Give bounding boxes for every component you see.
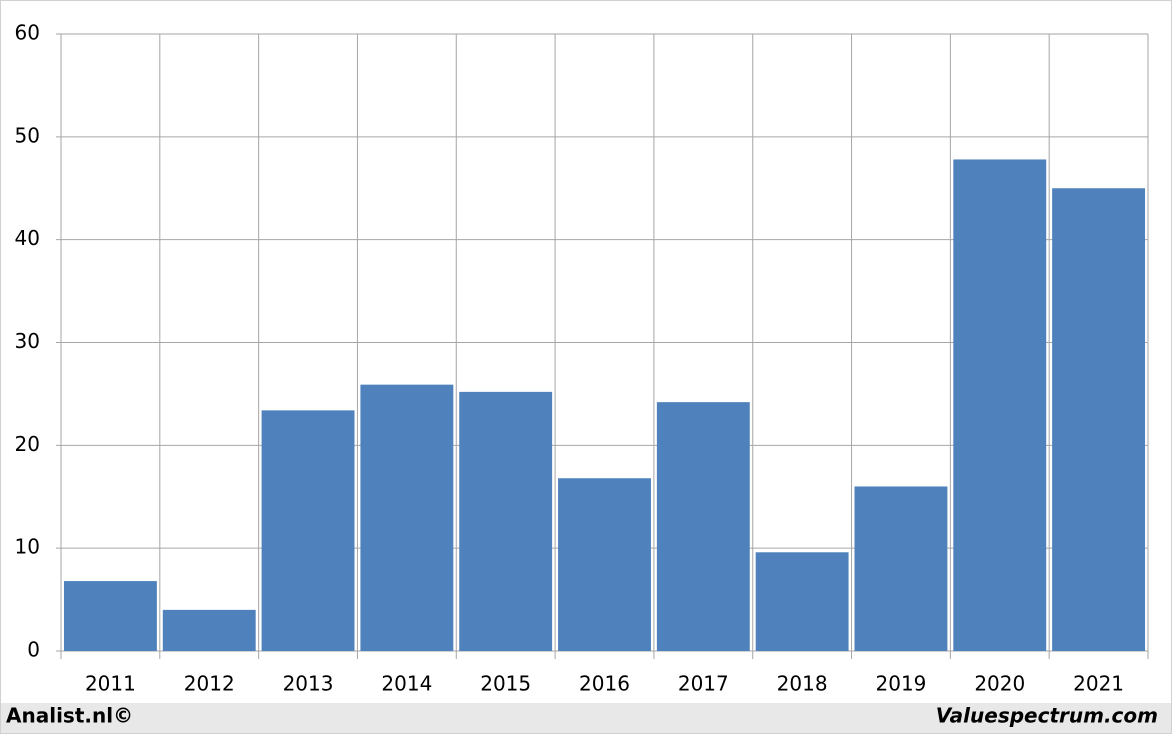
x-tick-label: 2013 [283, 672, 334, 696]
x-tick-label: 2021 [1073, 672, 1124, 696]
y-tick-label: 60 [15, 21, 40, 45]
y-tick-label: 50 [15, 123, 40, 147]
bar [162, 609, 256, 651]
y-tick-label: 30 [15, 329, 40, 353]
x-tick-label: 2014 [381, 672, 432, 696]
bar [360, 384, 454, 651]
bar [1052, 188, 1146, 651]
bar [261, 410, 355, 651]
footer-left: Analist.nl© [6, 704, 133, 728]
x-tick-label: 2016 [579, 672, 630, 696]
x-tick-label: 2011 [85, 672, 136, 696]
footer-bar [1, 703, 1171, 733]
y-tick-label: 0 [27, 638, 40, 662]
x-tick-label: 2019 [876, 672, 927, 696]
x-tick-label: 2012 [184, 672, 235, 696]
x-tick-label: 2017 [678, 672, 729, 696]
x-tick-label: 2015 [480, 672, 531, 696]
x-tick-label: 2018 [777, 672, 828, 696]
bar [953, 159, 1047, 651]
y-tick-label: 10 [15, 535, 40, 559]
bar [558, 478, 651, 651]
bar [656, 402, 750, 651]
y-tick-label: 20 [15, 432, 40, 456]
bar [755, 552, 849, 651]
bar [854, 486, 948, 651]
bar [63, 581, 157, 651]
bar [459, 391, 553, 651]
footer-right: Valuespectrum.com [936, 704, 1158, 728]
x-tick-label: 2020 [974, 672, 1025, 696]
y-tick-label: 40 [15, 226, 40, 250]
